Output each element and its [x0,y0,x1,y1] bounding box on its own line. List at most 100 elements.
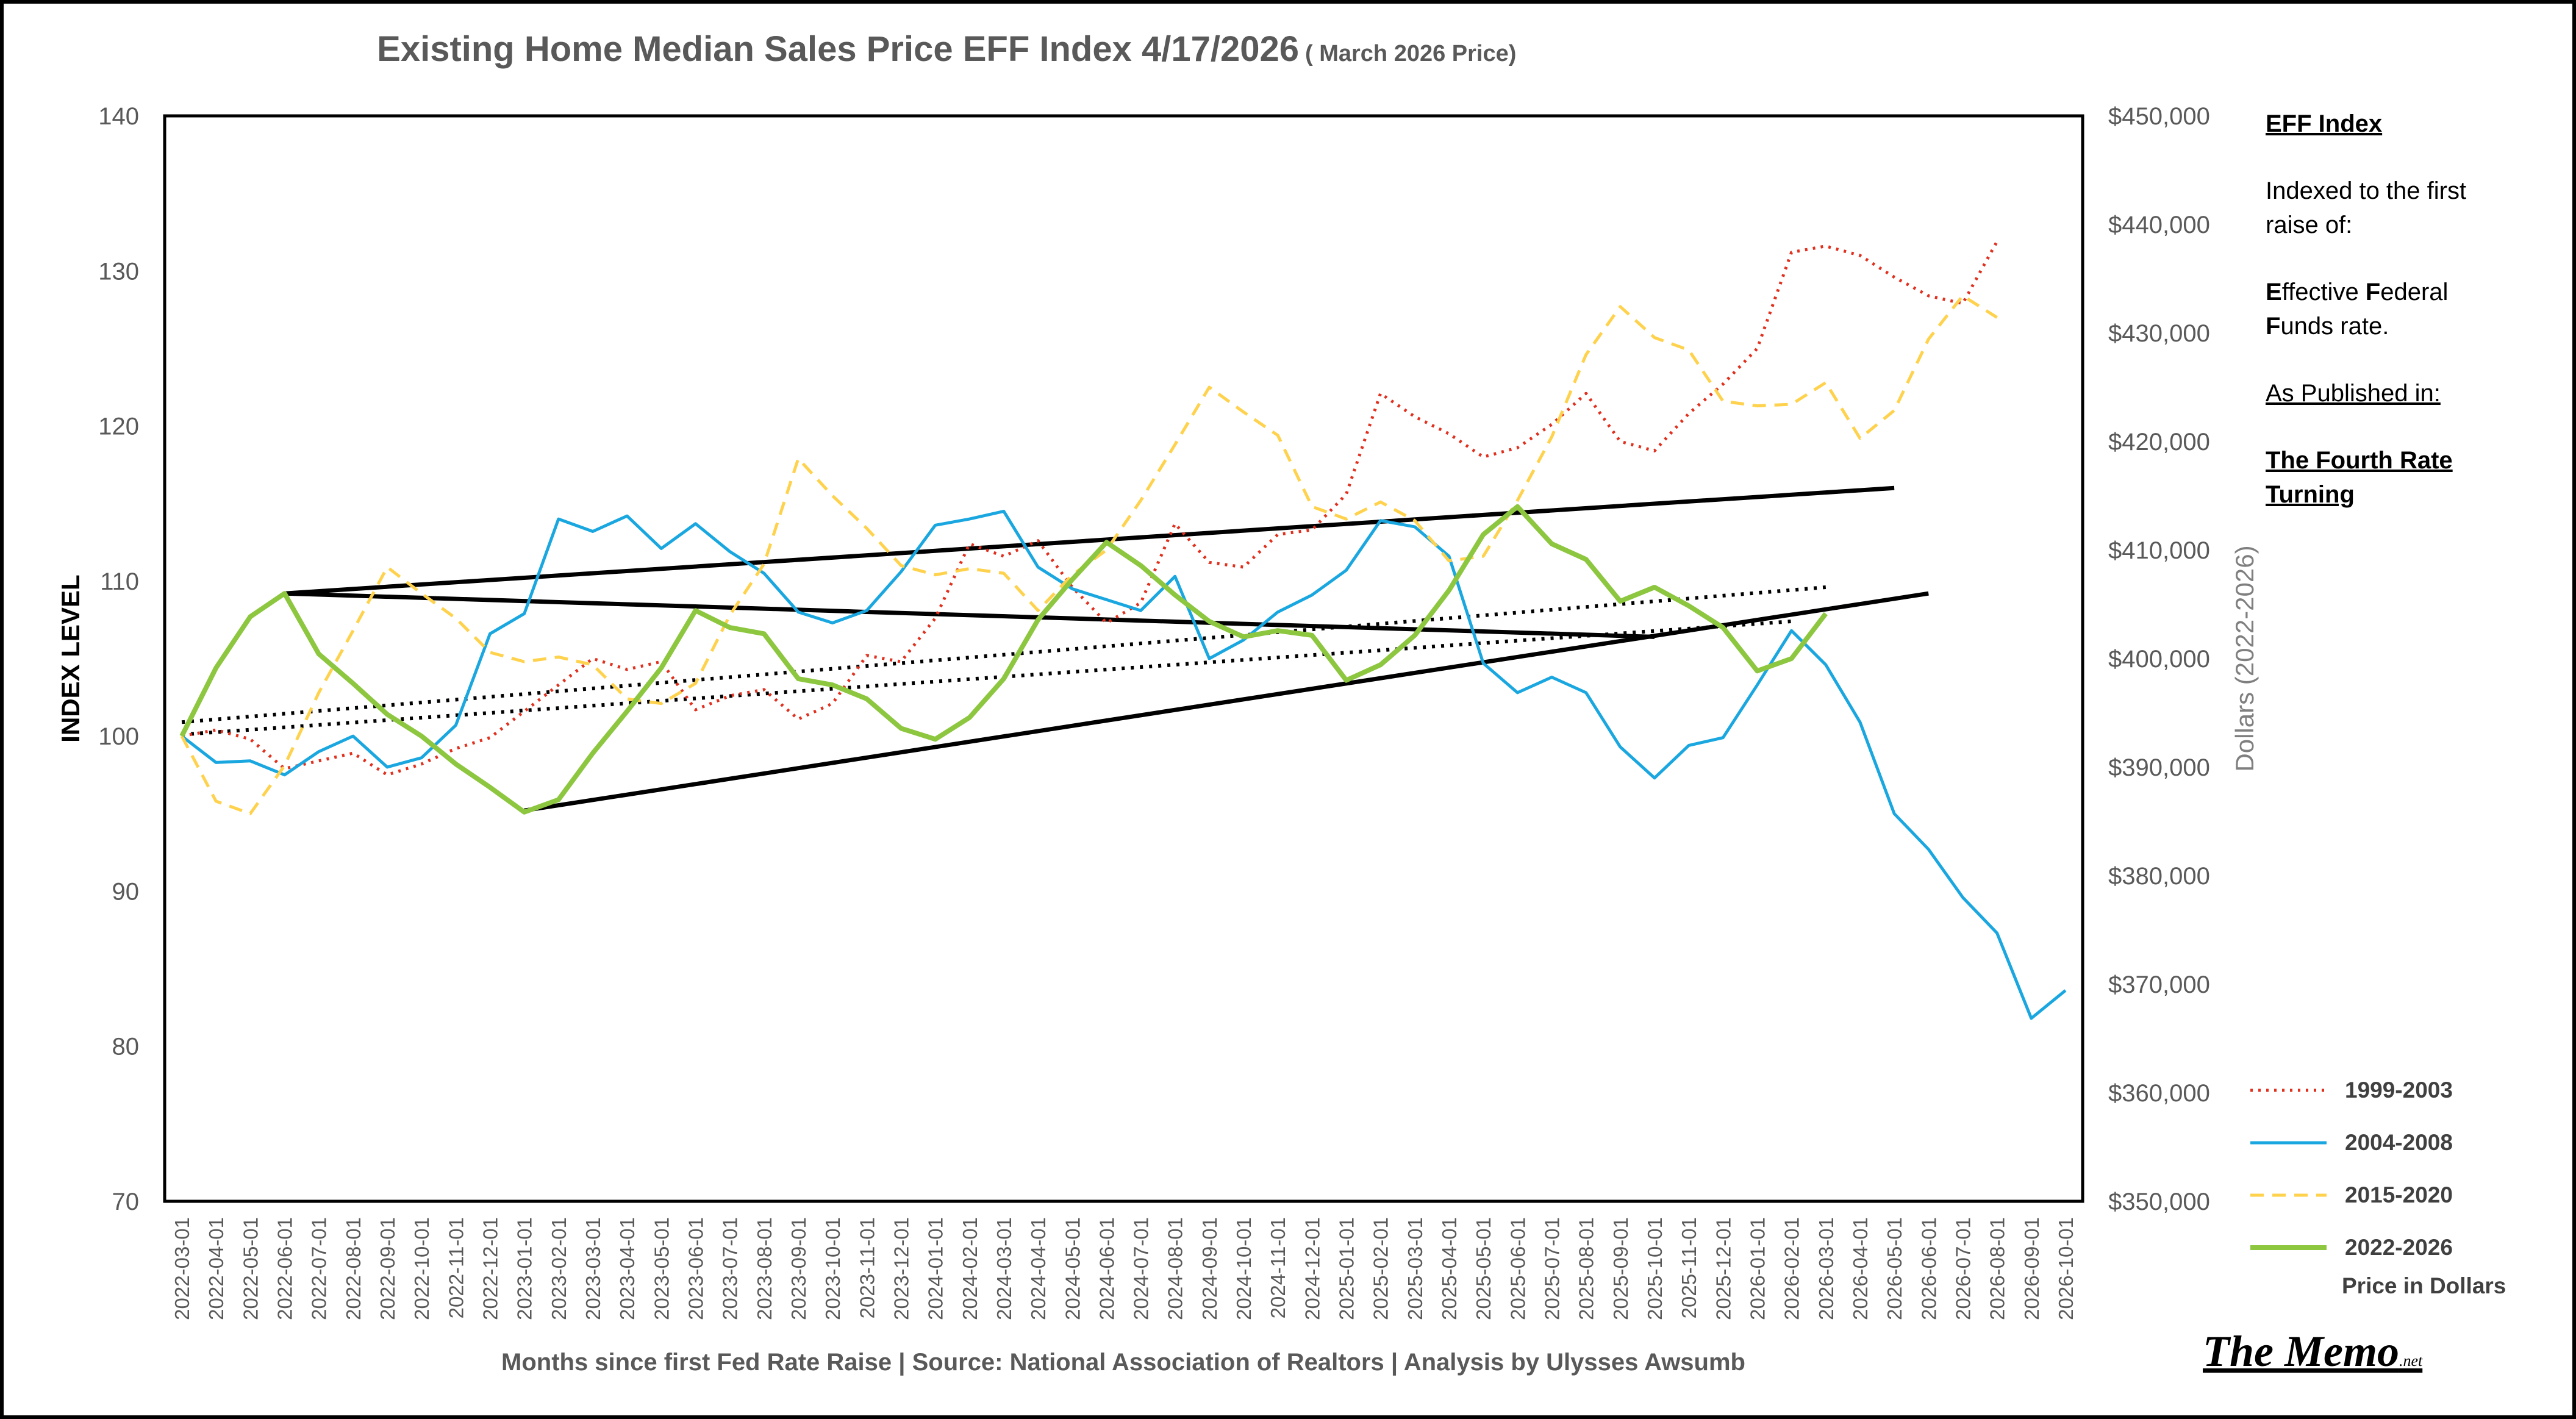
x-tick-label: 2022-07-01 [308,1217,331,1320]
x-tick-label: 2025-05-01 [1472,1217,1495,1320]
x-tick-label: 2025-02-01 [1370,1217,1392,1320]
x-tick-label: 2026-02-01 [1781,1217,1803,1320]
legend-item: 1999-2003 [2250,1064,2531,1117]
x-tick-label: 2024-10-01 [1233,1217,1255,1320]
x-tick-label: 2025-01-01 [1336,1217,1358,1320]
notes-published: As Published in: [2266,380,2441,407]
legend-swatch-2022 [2250,1245,2327,1250]
x-tick-label: 2026-10-01 [2055,1217,2077,1320]
plot-area [163,114,2084,1203]
x-tick-label: 2023-12-01 [890,1217,912,1320]
y2-axis-label: Dollars (2022-2026) [2230,545,2259,771]
x-tick-label: 2026-06-01 [1917,1217,1940,1320]
x-tick-label: 2025-04-01 [1438,1217,1461,1320]
series-lines [179,240,2067,1020]
y2-tick-label: $420,000 [2108,429,2210,456]
legend: 1999-2003 2004-2008 2015-2020 2022-2026 [2250,1064,2531,1274]
trendline [181,585,1826,724]
notes-book: The Fourth Rate Turning [2266,447,2453,508]
legend-item: 2022-2026 [2250,1221,2531,1274]
x-tick-label: 2023-04-01 [616,1217,639,1320]
notes-eff-line2: Funds rate. [2266,309,2522,343]
x-tick-label: 2026-09-01 [2020,1217,2043,1320]
trendline [284,591,1655,639]
x-tick-label: 2023-08-01 [753,1217,776,1320]
notes-funds-rest: unds rate. [2280,313,2389,340]
x-tick-label: 2024-12-01 [1301,1217,1323,1320]
x-tick-label: 2026-07-01 [1952,1217,1974,1320]
x-tick-label: 2022-05-01 [239,1217,262,1320]
x-tick-label: 2023-07-01 [719,1217,742,1320]
notes-line1: Indexed to the first raise of: [2266,177,2467,238]
x-tick-label: 2024-01-01 [925,1217,947,1320]
x-tick-label: 2024-09-01 [1198,1217,1221,1320]
series-line-2022-2026 [179,504,1828,815]
the-memo-logo[interactable]: The Memo.net [2203,1326,2422,1377]
x-tick-label: 2026-03-01 [1815,1217,1837,1320]
notes-eff-e: E [2266,279,2282,306]
series-line-1999-2003 [181,240,1998,777]
x-tick-label: 2025-03-01 [1404,1217,1426,1320]
x-tick-label: 2023-01-01 [513,1217,536,1320]
trendline [524,591,1929,813]
x-tick-label: 2025-08-01 [1575,1217,1598,1320]
x-tick-label: 2023-05-01 [650,1217,673,1320]
chart-title: Existing Home Median Sales Price EFF Ind… [377,29,1299,69]
y2-tick-label: $350,000 [2108,1188,2210,1215]
y2-tick-label: $360,000 [2108,1080,2210,1107]
x-tick-label: 2026-01-01 [1746,1217,1769,1320]
y-tick-label: 130 [98,258,139,285]
y-axis-right: $350,000 $360,000 $370,000 $380,000 $390,000… [2108,103,2210,1215]
x-tick-label: 2025-12-01 [1712,1217,1734,1320]
x-tick-label: 2026-04-01 [1849,1217,1872,1320]
x-axis-label: Months since first Fed Rate Raise | Sour… [501,1349,1745,1376]
chart-subtitle: ( March 2026 Price) [1305,41,1516,66]
y-axis-label: INDEX LEVEL [56,574,85,742]
legend-swatch-1999 [2250,1088,2327,1092]
logo-main: The Memo [2203,1327,2399,1376]
notes-eff-e-rest: ffective [2281,279,2366,306]
x-tick-label: 2023-06-01 [684,1217,707,1320]
x-tick-label: 2022-10-01 [410,1217,433,1320]
x-tick-label: 2022-03-01 [171,1217,193,1320]
y-tick-label: 120 [98,413,139,440]
y2-tick-label: $400,000 [2108,646,2210,673]
legend-swatch-2015 [2250,1193,2327,1197]
y2-tick-label: $390,000 [2108,754,2210,781]
price-in-dollars-label: Price in Dollars [2342,1273,2506,1298]
y-tick-label: 100 [98,723,139,750]
y-axis-left: 70 80 90 100 110 120 130 140 [98,103,139,1215]
x-axis: 2022-03-01 2022-04-01 2022-05-01 2022-06-01… [171,1217,2077,1320]
logo-suffix: .net [2399,1352,2423,1370]
x-tick-label: 2024-11-01 [1267,1217,1289,1318]
x-tick-label: 2025-11-01 [1678,1217,1700,1318]
notes-eff-f-rest: ederal [2380,279,2449,306]
notes-panel: EFF Index Indexed to the first raise of:… [2266,107,2522,512]
x-tick-label: 2022-12-01 [479,1217,502,1320]
legend-label: 2022-2026 [2345,1235,2453,1260]
x-tick-label: 2026-08-01 [1986,1217,2009,1320]
notes-funds-f: F [2266,313,2281,340]
y-tick-label: 80 [112,1034,140,1060]
trendlines [181,485,1929,813]
x-tick-label: 2025-06-01 [1506,1217,1529,1320]
series-line-2015-2020 [180,294,1998,815]
x-tick-label: 2023-02-01 [548,1217,570,1320]
x-tick-label: 2024-03-01 [993,1217,1015,1320]
legend-label: 1999-2003 [2345,1078,2453,1103]
series-line-2004-2008 [181,509,2067,1020]
legend-swatch-2004 [2250,1141,2327,1145]
x-tick-label: 2024-02-01 [959,1217,981,1320]
trendline [181,619,1792,737]
x-tick-label: 2023-09-01 [787,1217,810,1320]
y-tick-label: 90 [112,878,140,905]
y-tick-label: 110 [100,568,139,595]
x-tick-label: 2024-06-01 [1095,1217,1118,1320]
notes-eff-f: F [2365,279,2381,306]
y2-tick-label: $440,000 [2108,212,2210,238]
legend-label: 2004-2008 [2345,1130,2453,1155]
x-tick-label: 2024-04-01 [1027,1217,1050,1320]
x-tick-label: 2022-09-01 [376,1217,399,1320]
